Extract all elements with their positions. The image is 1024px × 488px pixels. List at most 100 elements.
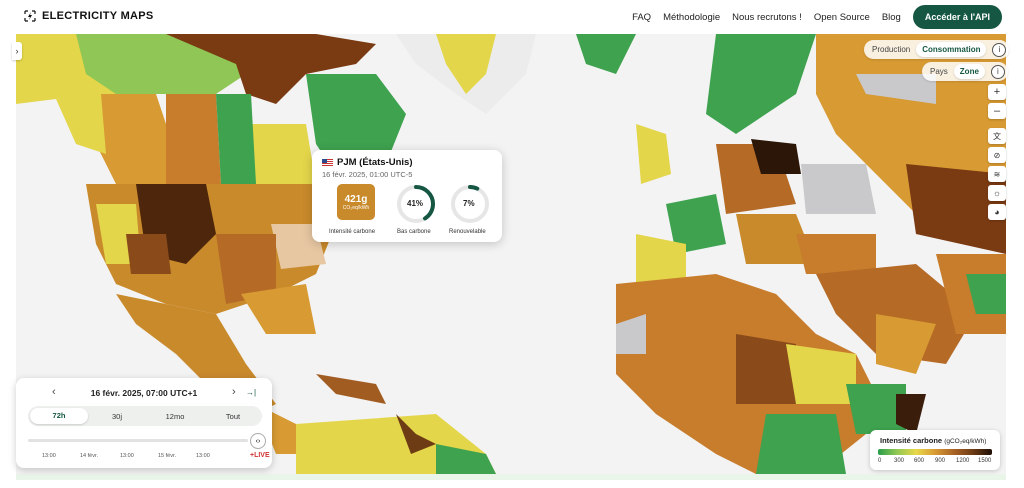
live-button[interactable]: +LIVE — [250, 452, 270, 459]
api-access-button[interactable]: Accéder à l'API — [912, 5, 1002, 29]
region-saudi[interactable] — [876, 314, 936, 374]
production-option[interactable]: Production — [872, 45, 911, 54]
latest-button[interactable]: →| — [246, 388, 257, 397]
region-uk[interactable] — [636, 124, 671, 184]
region-france[interactable] — [666, 194, 726, 254]
tick-label: 13:00 — [120, 453, 134, 459]
region-ukraine — [801, 164, 876, 214]
time-slider[interactable] — [28, 439, 248, 442]
region-usa-midwest[interactable] — [216, 234, 276, 304]
region-central-asia[interactable] — [966, 274, 1006, 314]
tick-label: 15 févr. — [158, 453, 177, 459]
region-scandinavia[interactable] — [706, 34, 816, 134]
carbon-intensity-map[interactable] — [16, 34, 1006, 474]
region-manitoba[interactable] — [216, 94, 256, 184]
info-icon[interactable]: i — [992, 42, 1007, 57]
zoom-out-button[interactable]: – — [988, 103, 1006, 119]
low-carbon-arc — [397, 185, 435, 223]
palette-icon[interactable]: ◕ — [988, 204, 1006, 220]
tooltip-time: 16 févr. 2025, 01:00 UTC-5 — [322, 170, 413, 179]
region-ethiopia[interactable] — [846, 384, 906, 434]
region-caribbean[interactable] — [316, 374, 386, 404]
tab-tout[interactable]: Tout — [225, 411, 241, 421]
region-ontario[interactable] — [246, 124, 316, 194]
legend-title: Intensité carbone (gCO₂eq/kWh) — [880, 436, 986, 445]
brand-name: ELECTRICITY MAPS — [42, 10, 154, 22]
sidebar-toggle-button[interactable]: › — [12, 42, 22, 60]
previous-button[interactable]: ‹ — [52, 386, 56, 398]
legend-tick: 0 — [878, 458, 882, 464]
sun-icon[interactable]: ☼ — [988, 185, 1006, 201]
next-button[interactable]: › — [232, 386, 236, 398]
region-guiana[interactable] — [396, 414, 436, 454]
tick-label: 13:00 — [42, 453, 56, 459]
language-icon[interactable]: 文 — [988, 128, 1006, 144]
main-nav: FAQ Méthodologie Nous recrutons ! Open S… — [632, 5, 1002, 29]
region-usa-southwest[interactable] — [126, 234, 171, 274]
tick-label: 13:00 — [196, 453, 210, 459]
renewable-arc — [451, 185, 489, 223]
nav-faq[interactable]: FAQ — [632, 11, 652, 23]
legend-unit: (gCO₂eq/kWh) — [944, 438, 987, 445]
region-poland[interactable] — [751, 139, 801, 174]
logo-icon — [24, 10, 36, 22]
tooltip-title: PJM (États-Unis) — [322, 157, 412, 168]
slider-handle[interactable]: ‹› — [250, 433, 266, 449]
renewable-label: Renouvelable — [449, 229, 486, 235]
production-consumption-toggle[interactable]: Production Consommation i — [864, 40, 1010, 59]
region-saskatchewan[interactable] — [166, 94, 221, 184]
info-icon[interactable]: i — [990, 64, 1005, 79]
region-bc-alberta[interactable] — [96, 94, 166, 184]
time-controller: ‹ 16 févr. 2025, 07:00 UTC+1 › →| 72h 30… — [16, 378, 272, 468]
carbon-intensity-value: 421g — [344, 194, 368, 205]
map-tools: + – 文 ⊘ ≋ ☼ ◕ — [988, 84, 1006, 220]
region-canada-west[interactable] — [56, 94, 106, 154]
legend-tick: 300 — [894, 458, 905, 464]
nav-blog[interactable]: Blog — [881, 11, 901, 23]
region-iberia[interactable] — [636, 234, 686, 284]
hide-layer-icon[interactable]: ⊘ — [988, 147, 1006, 163]
carbon-intensity-box: 421g CO₂eq/kWh — [337, 184, 375, 220]
us-flag-icon — [322, 159, 333, 166]
consumption-option[interactable]: Consommation — [916, 42, 987, 57]
legend-tick: 600 — [914, 458, 925, 464]
wind-icon[interactable]: ≋ — [988, 166, 1006, 182]
region-sahel[interactable] — [736, 334, 796, 404]
zone-tooltip: PJM (États-Unis) 16 févr. 2025, 01:00 UT… — [312, 150, 502, 242]
top-navbar: ELECTRICITY MAPS FAQ Méthodologie Nous r… — [0, 0, 1024, 34]
region-balkans-italy[interactable] — [736, 214, 816, 264]
nav-open-source[interactable]: Open Source — [813, 11, 870, 23]
zoom-in-button[interactable]: + — [988, 84, 1006, 100]
region-turkey[interactable] — [796, 234, 876, 274]
region-sudan[interactable] — [786, 344, 856, 404]
region-kazakhstan[interactable] — [906, 164, 1006, 254]
map-bottom-strip — [16, 474, 1006, 480]
region-somalia[interactable] — [896, 394, 926, 434]
region-usa-southeast[interactable] — [241, 284, 316, 334]
region-brazil-north[interactable] — [436, 444, 496, 474]
carbon-intensity-unit: CO₂eq/kWh — [342, 205, 370, 211]
zone-option[interactable]: Zone — [953, 64, 985, 79]
low-carbon-ring — [397, 185, 435, 223]
tooltip-zone-name: PJM (États-Unis) — [337, 157, 413, 168]
low-carbon-label: Bas carbone — [397, 229, 431, 235]
legend-tick: 1500 — [978, 458, 992, 464]
region-iceland[interactable] — [576, 34, 636, 74]
tab-12mo[interactable]: 12mo — [165, 411, 185, 421]
time-range-tabs: 72h 30j 12mo Tout — [28, 406, 262, 426]
renewable-ring — [451, 185, 489, 223]
tab-30j[interactable]: 30j — [111, 411, 122, 421]
region-quebec[interactable] — [306, 74, 406, 174]
tab-72h[interactable]: 72h — [30, 408, 88, 424]
country-zone-toggle[interactable]: Pays Zone i — [922, 62, 1008, 81]
region-central-africa[interactable] — [756, 414, 846, 474]
country-option[interactable]: Pays — [930, 67, 948, 76]
region-nunavut[interactable] — [166, 34, 376, 104]
legend-gradient — [878, 449, 992, 455]
nav-methodology[interactable]: Méthodologie — [663, 11, 721, 23]
region-middle-east[interactable] — [816, 264, 976, 364]
brand-logo[interactable]: ELECTRICITY MAPS — [24, 10, 154, 22]
region-russia-north — [856, 74, 936, 104]
region-greenland-west[interactable] — [436, 34, 496, 94]
nav-jobs[interactable]: Nous recrutons ! — [732, 11, 802, 23]
